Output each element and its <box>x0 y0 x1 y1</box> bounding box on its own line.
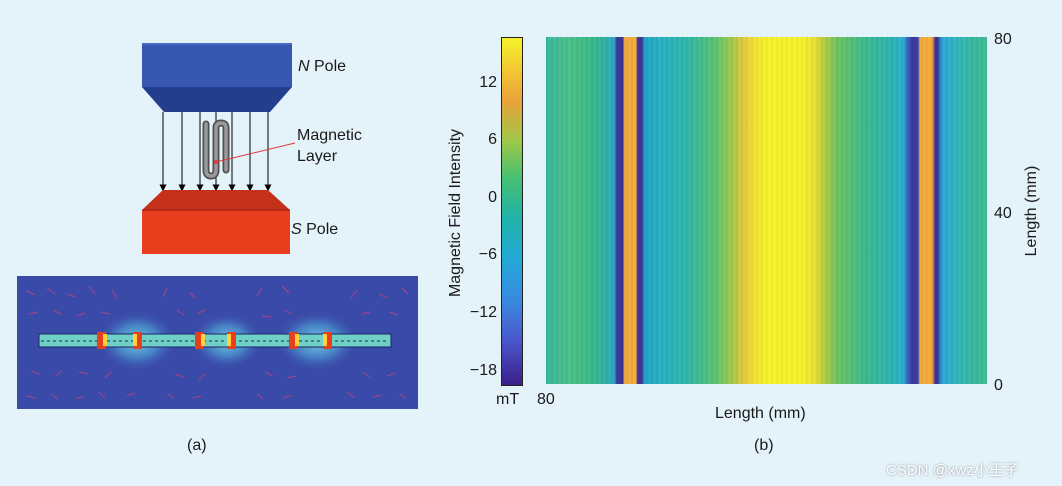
field-vectors <box>26 285 409 400</box>
colorbar-tick: −12 <box>469 304 497 321</box>
y-tick: 0 <box>994 377 1003 394</box>
colorbar-tick: −18 <box>469 362 497 379</box>
field-hotspots <box>97 332 332 349</box>
s-pole-label: S Pole <box>291 221 339 238</box>
pole-diagram-svg <box>142 43 296 254</box>
field-simulation-image <box>17 276 418 409</box>
caption-b: (b) <box>754 437 774 454</box>
colorbar-tick: 0 <box>488 189 497 206</box>
colorbar-label: Magnetic Field Intensity <box>447 128 464 298</box>
colorbar-tick: −6 <box>478 246 497 263</box>
n-pole-magnet <box>142 43 292 112</box>
heatmap-plot <box>546 37 987 384</box>
y-axis-label: Length (mm) <box>1023 165 1040 257</box>
field-simulation-svg <box>17 276 418 409</box>
y-tick: 40 <box>994 205 1012 222</box>
colorbar-unit: mT <box>496 391 520 408</box>
x-tick-left: 80 <box>537 391 555 408</box>
x-axis-label: Length (mm) <box>715 405 806 422</box>
y-tick: 80 <box>994 31 1012 48</box>
colorbar-tick: 12 <box>479 74 497 91</box>
pole-diagram <box>0 0 420 260</box>
colorbar-tick: 6 <box>488 131 497 148</box>
magnetic-layer-pointer <box>215 142 296 163</box>
watermark: CSDN @xwz小王子 <box>886 462 1019 479</box>
caption-a: (a) <box>187 437 207 454</box>
n-pole-label: N Pole <box>298 58 347 75</box>
magnetic-layer-label: Magnetic Layer <box>297 127 362 165</box>
s-pole-magnet <box>142 190 290 254</box>
colorbar <box>501 37 523 386</box>
magnetic-layer-shape <box>202 119 230 180</box>
